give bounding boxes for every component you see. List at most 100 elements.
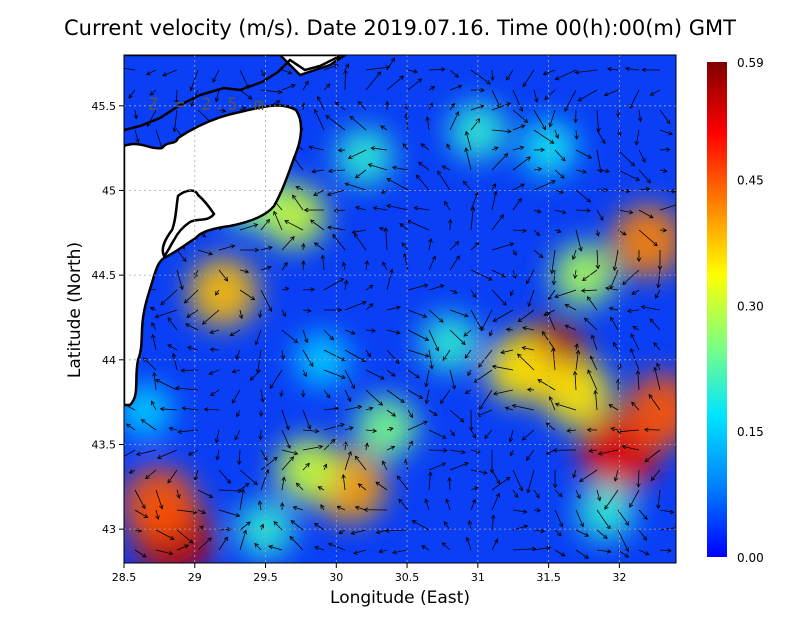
current-vector-head <box>488 331 494 337</box>
current-vector-arrow <box>610 317 619 331</box>
current-vector-head <box>318 444 324 450</box>
current-vector-arrow <box>322 255 325 271</box>
current-vector-arrow <box>239 309 243 319</box>
current-vector-arrow <box>622 445 640 451</box>
current-vector-arrow <box>491 539 498 551</box>
current-vector-arrow <box>172 353 178 371</box>
current-vector-arrow <box>421 545 430 551</box>
current-vector-arrow <box>176 509 197 513</box>
current-vector-head <box>231 399 236 404</box>
current-vector-head <box>518 486 524 492</box>
current-vector-arrow <box>386 389 405 403</box>
current-vector-arrow <box>572 469 577 478</box>
x-axis-ticks: 28.5 29 29.5 30 30.5 31 31.5 32 <box>112 563 626 584</box>
current-vector-arrow <box>385 227 388 251</box>
current-vector-head <box>364 442 369 448</box>
current-vector-head <box>313 191 318 196</box>
current-vector-head <box>347 450 352 456</box>
current-vector-head <box>490 514 496 520</box>
current-vector-arrow <box>446 499 451 511</box>
current-vector-arrow <box>160 408 178 411</box>
current-vector-head <box>596 496 602 502</box>
current-vector-arrow <box>518 309 535 322</box>
current-vector-arrow <box>631 289 640 295</box>
current-vector-head <box>314 545 319 551</box>
current-vector-head <box>428 238 433 243</box>
current-vector-arrow <box>155 529 175 540</box>
current-vector-head <box>462 180 468 186</box>
current-vector-head <box>186 345 192 351</box>
current-vector-arrow <box>365 407 373 411</box>
current-vector-arrow <box>659 204 676 211</box>
current-vector-arrow <box>512 183 525 191</box>
current-vector-head <box>551 347 556 352</box>
current-vector-head <box>557 531 562 537</box>
current-vector-arrow <box>386 446 395 451</box>
current-vector-head <box>551 180 556 185</box>
current-vector-arrow <box>446 143 451 151</box>
current-vector-arrow <box>386 269 393 291</box>
current-vector-arrow <box>638 149 646 163</box>
current-vector-arrow <box>512 146 524 151</box>
current-vector-head <box>465 536 470 542</box>
current-vector-head <box>595 232 600 237</box>
current-vector-arrow <box>449 309 469 317</box>
current-vector-head <box>561 156 566 162</box>
current-vector-arrow <box>313 189 325 196</box>
current-vector-head <box>427 471 433 476</box>
current-vector-head <box>372 206 378 211</box>
current-vector-arrow <box>323 407 339 411</box>
current-vector-arrow <box>302 260 305 271</box>
current-vector-arrow <box>428 309 444 323</box>
current-vector-head <box>221 108 227 113</box>
current-vector-arrow <box>365 303 374 311</box>
current-vector-head <box>330 438 336 444</box>
current-vector-arrow <box>323 389 331 399</box>
current-vector-arrow <box>629 489 640 508</box>
current-vector-head <box>544 95 549 101</box>
current-vector-head <box>155 379 161 384</box>
current-vector-arrow <box>575 229 582 252</box>
current-vector-head <box>145 474 150 480</box>
current-vector-arrow <box>522 347 535 351</box>
current-vector-arrow <box>403 253 409 271</box>
current-vector-arrow <box>587 296 598 311</box>
current-vector-head <box>208 370 214 375</box>
current-vector-head <box>532 546 537 552</box>
current-vector-arrow <box>632 326 640 331</box>
land-mass <box>124 55 348 407</box>
current-vector-arrow <box>344 301 367 311</box>
velocity-hotspot <box>576 483 635 541</box>
current-vector-arrow <box>596 489 601 501</box>
current-vector-head <box>480 326 485 332</box>
current-vector-arrow <box>338 529 346 535</box>
current-vector-arrow <box>187 346 199 351</box>
current-vector-head <box>564 107 569 112</box>
current-vector-arrow <box>254 543 262 551</box>
current-vector-head <box>424 399 430 405</box>
current-vector-arrow <box>617 109 620 118</box>
current-vector-head <box>597 451 603 456</box>
current-vector-head <box>179 285 184 291</box>
current-vector-arrow <box>141 419 157 431</box>
current-vector-head <box>546 311 551 316</box>
current-vector-arrow <box>510 289 514 296</box>
current-vector-arrow <box>428 349 433 369</box>
current-vector-arrow <box>145 469 157 479</box>
current-vector-arrow <box>365 369 385 380</box>
current-vector-head <box>445 498 450 504</box>
current-vector-head <box>310 287 315 292</box>
current-vector-arrow <box>407 329 429 341</box>
current-vector-arrow <box>323 464 327 471</box>
current-vector-arrow <box>273 521 283 531</box>
current-vector-arrow <box>284 220 304 231</box>
current-vector-arrow <box>610 269 619 289</box>
current-vector-head <box>612 341 618 347</box>
current-vector-arrow <box>449 329 466 345</box>
current-vector-arrow <box>302 445 323 451</box>
current-vector-arrow <box>630 333 640 351</box>
current-vector-arrow <box>373 207 388 211</box>
current-vector-head <box>287 70 293 75</box>
current-vector-arrow <box>527 469 535 493</box>
current-vector-head <box>210 391 215 397</box>
